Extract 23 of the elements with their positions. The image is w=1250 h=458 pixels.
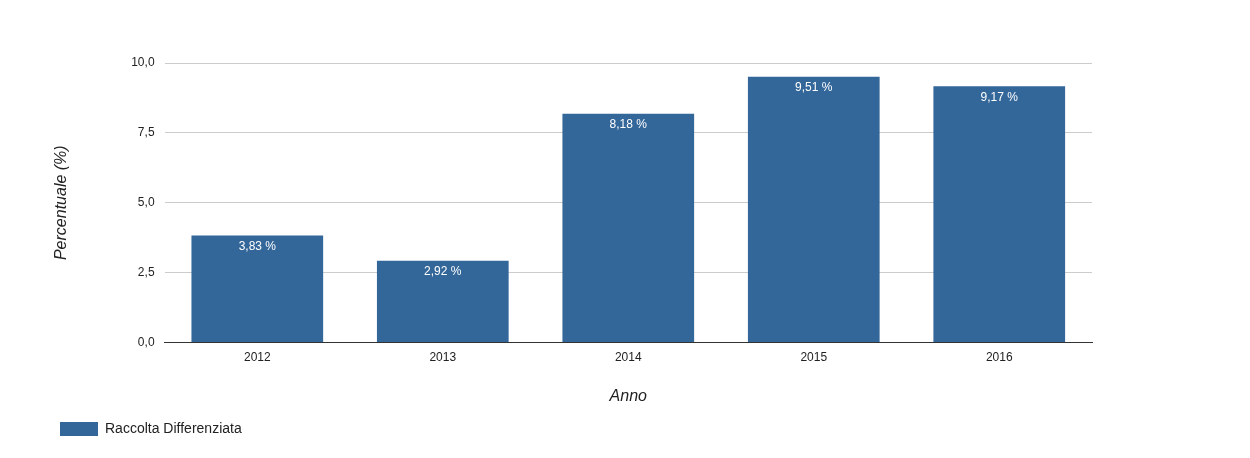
legend-label: Raccolta Differenziata <box>105 419 242 436</box>
x-axis-title: Anno <box>608 386 648 404</box>
y-axis-title: Percentuale (%) <box>52 145 70 261</box>
x-tick-label: 2013 <box>429 349 457 364</box>
y-tick-label: 7,5 <box>137 125 155 140</box>
bar <box>747 76 880 342</box>
bar <box>933 86 1066 342</box>
x-tick-label: 2012 <box>243 349 271 364</box>
x-tick-label: 2014 <box>614 349 642 364</box>
x-tick-label: 2015 <box>800 349 828 364</box>
y-tick-label: 0,0 <box>137 334 155 349</box>
bar <box>562 113 695 342</box>
bar <box>191 235 324 342</box>
y-tick-label: 2,5 <box>137 264 155 279</box>
x-tick-label: 2016 <box>985 349 1013 364</box>
data-label: 2,92 % <box>424 264 462 279</box>
y-tick-label: 10,0 <box>131 55 155 70</box>
data-label: 9,17 % <box>980 89 1019 104</box>
bar <box>376 260 509 342</box>
data-label: 9,51 % <box>795 80 833 94</box>
data-label: 8,18 % <box>609 117 648 132</box>
y-tick-label: 5,0 <box>137 195 155 210</box>
data-label: 3,83 % <box>238 238 277 253</box>
